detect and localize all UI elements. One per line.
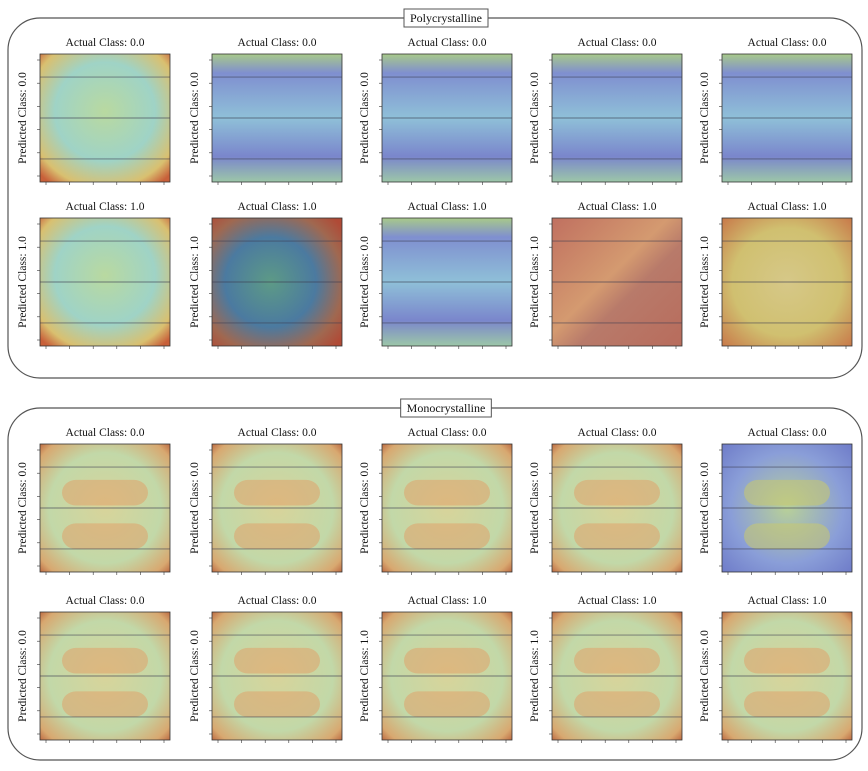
group-title: Polycrystalline (410, 11, 482, 25)
predicted-label: Predicted Class: 0.0 (699, 630, 711, 722)
heatmap-blob (404, 480, 490, 506)
heatmap-blob (404, 648, 490, 674)
heatmap-blob (234, 480, 320, 506)
predicted-label: Predicted Class: 0.0 (17, 72, 29, 164)
predicted-label: Predicted Class: 1.0 (17, 236, 29, 328)
heatmap-blob (574, 480, 660, 506)
predicted-label: Predicted Class: 0.0 (699, 72, 711, 164)
actual-label: Actual Class: 1.0 (408, 201, 487, 213)
actual-label: Actual Class: 0.0 (578, 37, 657, 49)
predicted-label: Predicted Class: 1.0 (359, 630, 371, 722)
predicted-label: Predicted Class: 1.0 (529, 236, 541, 328)
heatmap-blob (62, 691, 148, 717)
heatmap-blob (234, 691, 320, 717)
heatmap-blob (744, 648, 830, 674)
actual-label: Actual Class: 0.0 (748, 37, 827, 49)
heatmap-blob (744, 480, 830, 506)
actual-label: Actual Class: 0.0 (238, 427, 317, 439)
actual-label: Actual Class: 1.0 (408, 595, 487, 607)
actual-label: Actual Class: 0.0 (408, 427, 487, 439)
heatmap-blob (234, 523, 320, 549)
actual-label: Actual Class: 0.0 (748, 427, 827, 439)
actual-label: Actual Class: 1.0 (578, 201, 657, 213)
predicted-label: Predicted Class: 0.0 (17, 630, 29, 722)
actual-label: Actual Class: 1.0 (238, 201, 317, 213)
figure: Polycrystalline Actual Class: 0.0 Predicte… (0, 0, 868, 766)
actual-label: Actual Class: 0.0 (66, 427, 145, 439)
heatmap-blob (574, 648, 660, 674)
heatmap-blob (404, 523, 490, 549)
predicted-label: Predicted Class: 1.0 (189, 236, 201, 328)
actual-label: Actual Class: 0.0 (66, 37, 145, 49)
predicted-label: Predicted Class: 1.0 (529, 630, 541, 722)
actual-label: Actual Class: 0.0 (66, 595, 145, 607)
heatmap-blob (62, 648, 148, 674)
heatmap-blob (404, 691, 490, 717)
heatmap-blob (744, 691, 830, 717)
predicted-label: Predicted Class: 0.0 (529, 72, 541, 164)
heatmap-blob (62, 480, 148, 506)
actual-label: Actual Class: 1.0 (66, 201, 145, 213)
actual-label: Actual Class: 0.0 (408, 37, 487, 49)
predicted-label: Predicted Class: 0.0 (359, 72, 371, 164)
predicted-label: Predicted Class: 0.0 (17, 462, 29, 554)
heatmap-blob (574, 523, 660, 549)
group-title: Monocrystalline (407, 401, 486, 415)
predicted-label: Predicted Class: 0.0 (189, 630, 201, 722)
heatmap-blob (234, 648, 320, 674)
heatmap-blob (62, 523, 148, 549)
actual-label: Actual Class: 1.0 (748, 201, 827, 213)
predicted-label: Predicted Class: 0.0 (359, 462, 371, 554)
actual-label: Actual Class: 0.0 (238, 37, 317, 49)
predicted-label: Predicted Class: 0.0 (359, 236, 371, 328)
predicted-label: Predicted Class: 0.0 (529, 462, 541, 554)
heatmap-blob (574, 691, 660, 717)
actual-label: Actual Class: 0.0 (238, 595, 317, 607)
predicted-label: Predicted Class: 0.0 (189, 462, 201, 554)
actual-label: Actual Class: 1.0 (578, 595, 657, 607)
predicted-label: Predicted Class: 0.0 (189, 72, 201, 164)
actual-label: Actual Class: 1.0 (748, 595, 827, 607)
heatmap-blob (744, 523, 830, 549)
actual-label: Actual Class: 0.0 (578, 427, 657, 439)
predicted-label: Predicted Class: 0.0 (699, 462, 711, 554)
predicted-label: Predicted Class: 1.0 (699, 236, 711, 328)
